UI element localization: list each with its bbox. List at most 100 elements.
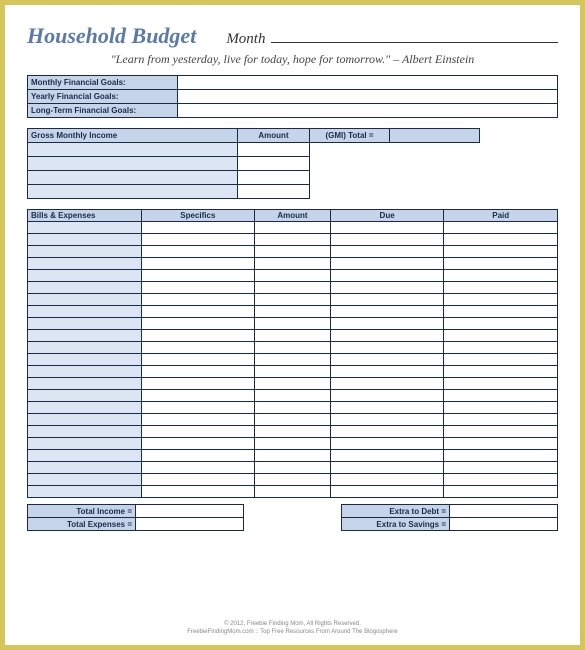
expense-due-cell[interactable] bbox=[330, 294, 444, 306]
goal-value[interactable] bbox=[178, 104, 558, 118]
expense-specifics-cell[interactable] bbox=[141, 306, 255, 318]
expense-due-cell[interactable] bbox=[330, 462, 444, 474]
expense-amount-cell[interactable] bbox=[255, 354, 331, 366]
expense-category-cell[interactable] bbox=[28, 354, 142, 366]
expense-amount-cell[interactable] bbox=[255, 378, 331, 390]
expense-due-cell[interactable] bbox=[330, 426, 444, 438]
expense-due-cell[interactable] bbox=[330, 378, 444, 390]
expense-category-cell[interactable] bbox=[28, 390, 142, 402]
expense-paid-cell[interactable] bbox=[444, 462, 558, 474]
expense-paid-cell[interactable] bbox=[444, 354, 558, 366]
expense-specifics-cell[interactable] bbox=[141, 294, 255, 306]
expense-specifics-cell[interactable] bbox=[141, 426, 255, 438]
expense-specifics-cell[interactable] bbox=[141, 246, 255, 258]
expense-due-cell[interactable] bbox=[330, 222, 444, 234]
total-income-value[interactable] bbox=[136, 505, 244, 518]
expense-category-cell[interactable] bbox=[28, 330, 142, 342]
expense-specifics-cell[interactable] bbox=[141, 366, 255, 378]
expense-specifics-cell[interactable] bbox=[141, 402, 255, 414]
expense-amount-cell[interactable] bbox=[255, 318, 331, 330]
income-amount-cell[interactable] bbox=[238, 143, 310, 157]
expense-category-cell[interactable] bbox=[28, 318, 142, 330]
expense-due-cell[interactable] bbox=[330, 414, 444, 426]
expense-specifics-cell[interactable] bbox=[141, 474, 255, 486]
expense-amount-cell[interactable] bbox=[255, 474, 331, 486]
expense-category-cell[interactable] bbox=[28, 306, 142, 318]
expense-specifics-cell[interactable] bbox=[141, 282, 255, 294]
expense-due-cell[interactable] bbox=[330, 450, 444, 462]
expense-category-cell[interactable] bbox=[28, 438, 142, 450]
expense-paid-cell[interactable] bbox=[444, 294, 558, 306]
expense-amount-cell[interactable] bbox=[255, 486, 331, 498]
expense-specifics-cell[interactable] bbox=[141, 462, 255, 474]
expense-paid-cell[interactable] bbox=[444, 258, 558, 270]
expense-amount-cell[interactable] bbox=[255, 270, 331, 282]
expense-specifics-cell[interactable] bbox=[141, 414, 255, 426]
expense-specifics-cell[interactable] bbox=[141, 234, 255, 246]
expense-category-cell[interactable] bbox=[28, 234, 142, 246]
income-source-cell[interactable] bbox=[28, 143, 238, 157]
expense-paid-cell[interactable] bbox=[444, 426, 558, 438]
expense-paid-cell[interactable] bbox=[444, 450, 558, 462]
expense-specifics-cell[interactable] bbox=[141, 318, 255, 330]
expense-specifics-cell[interactable] bbox=[141, 390, 255, 402]
expense-due-cell[interactable] bbox=[330, 390, 444, 402]
expense-paid-cell[interactable] bbox=[444, 330, 558, 342]
expense-category-cell[interactable] bbox=[28, 486, 142, 498]
expense-category-cell[interactable] bbox=[28, 474, 142, 486]
income-source-cell[interactable] bbox=[28, 171, 238, 185]
expense-specifics-cell[interactable] bbox=[141, 450, 255, 462]
expense-amount-cell[interactable] bbox=[255, 234, 331, 246]
goal-value[interactable] bbox=[178, 90, 558, 104]
expense-due-cell[interactable] bbox=[330, 270, 444, 282]
expense-category-cell[interactable] bbox=[28, 378, 142, 390]
expense-due-cell[interactable] bbox=[330, 306, 444, 318]
expense-due-cell[interactable] bbox=[330, 354, 444, 366]
expense-due-cell[interactable] bbox=[330, 282, 444, 294]
expense-amount-cell[interactable] bbox=[255, 306, 331, 318]
expense-amount-cell[interactable] bbox=[255, 246, 331, 258]
expense-due-cell[interactable] bbox=[330, 474, 444, 486]
expense-paid-cell[interactable] bbox=[444, 282, 558, 294]
expense-amount-cell[interactable] bbox=[255, 222, 331, 234]
expense-category-cell[interactable] bbox=[28, 246, 142, 258]
expense-paid-cell[interactable] bbox=[444, 306, 558, 318]
expense-specifics-cell[interactable] bbox=[141, 258, 255, 270]
expense-specifics-cell[interactable] bbox=[141, 330, 255, 342]
expense-due-cell[interactable] bbox=[330, 330, 444, 342]
income-gmi-value[interactable] bbox=[390, 129, 480, 143]
expense-due-cell[interactable] bbox=[330, 318, 444, 330]
expense-paid-cell[interactable] bbox=[444, 318, 558, 330]
expense-due-cell[interactable] bbox=[330, 258, 444, 270]
expense-specifics-cell[interactable] bbox=[141, 438, 255, 450]
extra-debt-value[interactable] bbox=[450, 505, 558, 518]
expense-category-cell[interactable] bbox=[28, 222, 142, 234]
total-expenses-value[interactable] bbox=[136, 518, 244, 531]
expense-category-cell[interactable] bbox=[28, 258, 142, 270]
expense-paid-cell[interactable] bbox=[444, 366, 558, 378]
expense-category-cell[interactable] bbox=[28, 426, 142, 438]
expense-category-cell[interactable] bbox=[28, 402, 142, 414]
expense-specifics-cell[interactable] bbox=[141, 270, 255, 282]
expense-specifics-cell[interactable] bbox=[141, 354, 255, 366]
expense-amount-cell[interactable] bbox=[255, 426, 331, 438]
expense-amount-cell[interactable] bbox=[255, 258, 331, 270]
income-amount-cell[interactable] bbox=[238, 171, 310, 185]
expense-amount-cell[interactable] bbox=[255, 294, 331, 306]
expense-category-cell[interactable] bbox=[28, 414, 142, 426]
income-source-cell[interactable] bbox=[28, 185, 238, 199]
expense-paid-cell[interactable] bbox=[444, 474, 558, 486]
expense-paid-cell[interactable] bbox=[444, 486, 558, 498]
expense-paid-cell[interactable] bbox=[444, 246, 558, 258]
expense-due-cell[interactable] bbox=[330, 246, 444, 258]
expense-amount-cell[interactable] bbox=[255, 342, 331, 354]
expense-specifics-cell[interactable] bbox=[141, 378, 255, 390]
expense-amount-cell[interactable] bbox=[255, 282, 331, 294]
expense-due-cell[interactable] bbox=[330, 438, 444, 450]
income-source-cell[interactable] bbox=[28, 157, 238, 171]
expense-paid-cell[interactable] bbox=[444, 414, 558, 426]
expense-paid-cell[interactable] bbox=[444, 342, 558, 354]
expense-category-cell[interactable] bbox=[28, 270, 142, 282]
expense-paid-cell[interactable] bbox=[444, 378, 558, 390]
expense-category-cell[interactable] bbox=[28, 342, 142, 354]
